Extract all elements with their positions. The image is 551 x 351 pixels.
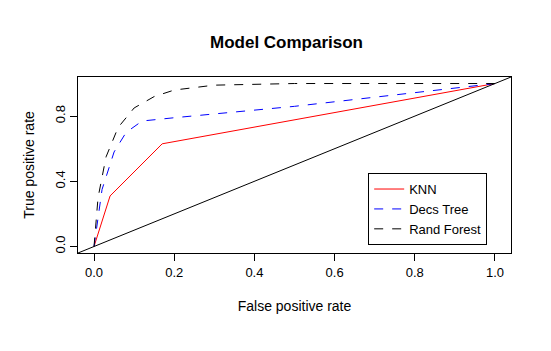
svg-text:0.8: 0.8 xyxy=(406,265,424,280)
svg-text:0.4: 0.4 xyxy=(53,170,68,188)
svg-text:0.2: 0.2 xyxy=(165,265,183,280)
svg-text:0.4: 0.4 xyxy=(245,265,263,280)
svg-text:1.0: 1.0 xyxy=(486,265,504,280)
svg-text:Rand Forest: Rand Forest xyxy=(409,222,481,237)
svg-text:Model Comparison: Model Comparison xyxy=(210,33,363,52)
svg-text:0.6: 0.6 xyxy=(326,265,344,280)
svg-text:Decs Tree: Decs Tree xyxy=(409,202,468,217)
svg-text:0.8: 0.8 xyxy=(53,105,68,123)
svg-text:True positive rate: True positive rate xyxy=(21,111,37,219)
svg-text:False positive rate: False positive rate xyxy=(238,298,352,314)
svg-text:KNN: KNN xyxy=(409,182,436,197)
svg-text:0.0: 0.0 xyxy=(85,265,103,280)
svg-text:0.0: 0.0 xyxy=(53,235,68,253)
